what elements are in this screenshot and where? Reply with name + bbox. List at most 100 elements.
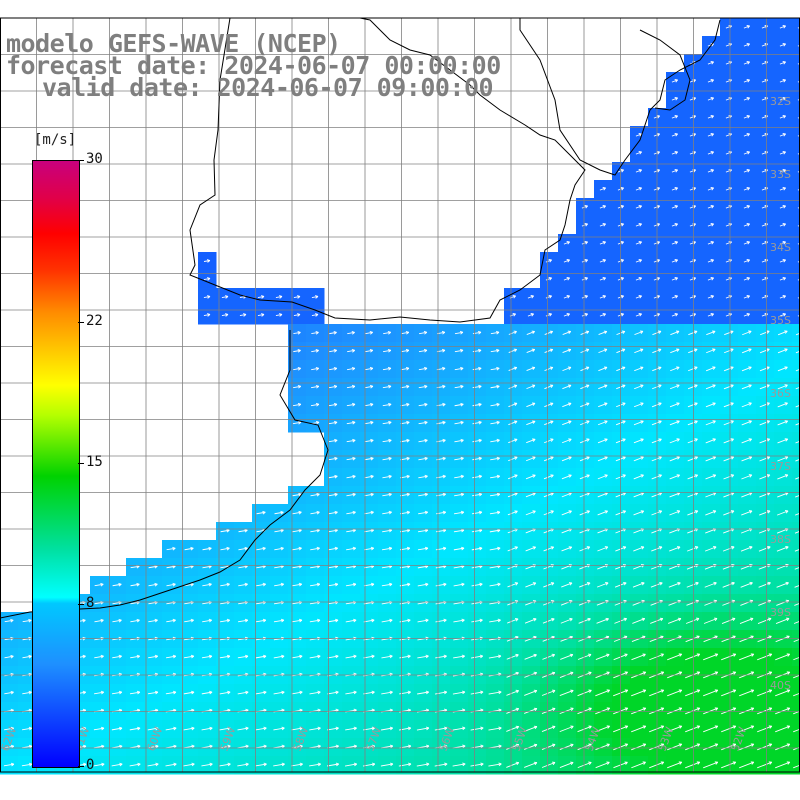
colorbar-tick-mark — [78, 463, 84, 464]
wind-arrow — [707, 151, 715, 155]
wind-cell — [612, 720, 631, 739]
wind-cell — [522, 684, 541, 703]
wind-arrow — [688, 330, 698, 336]
wind-arrow — [743, 259, 751, 263]
wind-arrow — [560, 617, 573, 624]
wind-arrow — [490, 438, 500, 443]
wind-cell — [774, 576, 793, 595]
wind-arrow — [687, 384, 698, 390]
wind-cell — [792, 72, 800, 91]
wind-arrow — [545, 277, 553, 281]
wind-arrow — [381, 690, 393, 695]
wind-arrow — [293, 348, 301, 353]
wind-arrow — [472, 384, 482, 389]
wind-arrow — [599, 313, 607, 317]
wind-arrow — [238, 582, 248, 587]
wind-arrow — [94, 618, 104, 623]
wind-arrow — [506, 761, 520, 768]
wind-arrow — [345, 582, 357, 587]
wind-cell — [630, 540, 649, 559]
wind-arrow — [635, 151, 643, 155]
wind-cell — [558, 684, 577, 703]
wind-cell — [630, 576, 649, 595]
wind-arrow — [671, 241, 679, 245]
wind-arrow — [577, 707, 592, 715]
wind-arrow — [541, 725, 556, 732]
wind-arrow — [130, 654, 140, 659]
wind-arrow — [743, 313, 751, 317]
wind-arrow — [707, 259, 715, 263]
wind-cell — [702, 630, 721, 649]
wind-arrow — [274, 546, 284, 551]
wind-arrow — [743, 133, 751, 137]
wind-arrow — [364, 420, 374, 425]
wind-arrow — [705, 456, 716, 462]
wind-cell — [792, 450, 800, 469]
wind-arrow — [559, 689, 574, 697]
wind-cell — [756, 738, 775, 757]
wind-cell — [738, 396, 757, 415]
wind-cell — [630, 504, 649, 523]
wind-arrow — [707, 277, 715, 281]
wind-cell — [612, 630, 631, 649]
wind-arrow — [671, 205, 679, 209]
wind-arrow — [649, 707, 665, 715]
wind-arrow — [166, 582, 176, 587]
wind-arrow — [595, 743, 610, 751]
wind-arrow — [577, 743, 592, 751]
wind-cell — [792, 468, 800, 487]
wind-cell — [612, 558, 631, 577]
wind-arrow — [112, 582, 122, 587]
wind-arrow — [382, 402, 392, 407]
wind-arrow — [309, 762, 321, 767]
wind-arrow — [508, 384, 518, 390]
wind-cell — [792, 414, 800, 433]
wind-arrow — [649, 743, 665, 751]
wind-cell — [666, 720, 685, 739]
wind-arrow — [707, 115, 715, 119]
wind-arrow — [631, 725, 647, 733]
wind-arrow — [328, 384, 338, 389]
wind-cell — [594, 684, 613, 703]
wind-cell — [738, 576, 757, 595]
wind-cell — [594, 594, 613, 613]
coastline-north — [519, 18, 721, 176]
wind-arrow — [400, 420, 410, 425]
wind-arrow — [759, 474, 771, 480]
wind-cell — [792, 234, 800, 253]
wind-cell — [540, 522, 559, 541]
wind-arrow — [434, 690, 448, 695]
wind-arrow — [562, 366, 572, 372]
wind-arrow — [488, 654, 502, 659]
wind-arrow — [347, 330, 355, 335]
wind-arrow — [777, 348, 788, 354]
wind-arrow — [400, 366, 410, 371]
wind-cell — [594, 540, 613, 559]
wind-arrow — [292, 546, 302, 551]
wind-cell — [576, 756, 595, 775]
wind-arrow — [201, 726, 213, 731]
wind-cell — [594, 720, 613, 739]
wind-cell — [720, 648, 739, 667]
wind-arrow — [649, 689, 665, 697]
wind-arrow — [454, 402, 464, 407]
wind-arrow — [311, 295, 319, 299]
wind-cell — [576, 612, 595, 631]
wind-arrow — [220, 528, 230, 533]
wind-cell — [666, 594, 685, 613]
wind-arrow — [635, 313, 643, 317]
wind-cell — [630, 756, 649, 775]
wind-arrow — [417, 654, 429, 659]
wind-arrow — [489, 582, 501, 587]
wind-arrow — [559, 761, 574, 768]
wind-arrow — [635, 169, 643, 173]
wind-arrow — [707, 97, 715, 101]
wind-arrow — [743, 223, 751, 227]
wind-arrow — [635, 295, 643, 299]
wind-cell — [792, 306, 800, 325]
wind-arrow — [93, 726, 105, 731]
wind-arrow — [563, 277, 571, 281]
wind-cell — [738, 468, 757, 487]
wind-arrow — [130, 582, 140, 587]
wind-arrow — [707, 205, 715, 209]
